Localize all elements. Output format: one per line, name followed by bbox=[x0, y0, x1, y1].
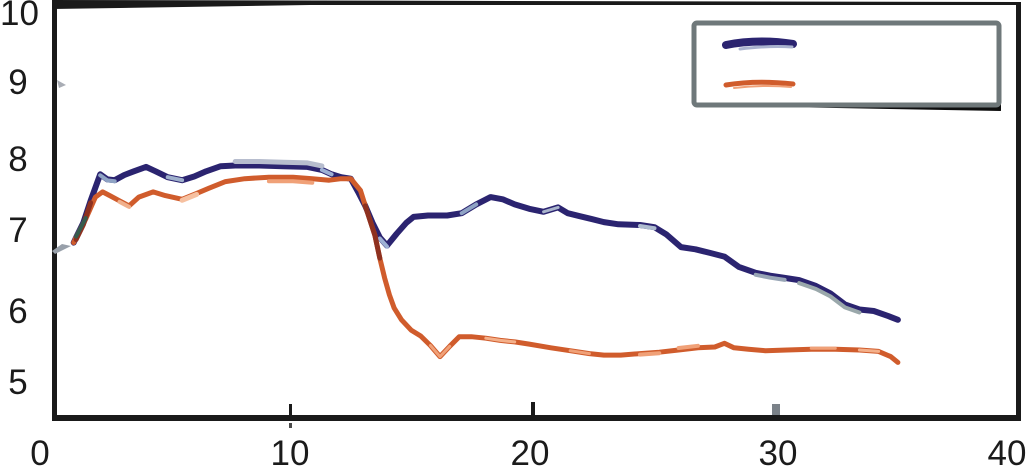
trace-highlight bbox=[857, 348, 881, 353]
axis-top-spine bbox=[52, 0, 1020, 9]
trace-highlight bbox=[568, 349, 591, 356]
trace-highlight bbox=[459, 202, 479, 216]
y-tick-label-8: 8 bbox=[8, 140, 28, 179]
trace-highlight bbox=[377, 236, 389, 249]
y-tick-label-6: 6 bbox=[8, 292, 28, 331]
series-line-orange bbox=[71, 174, 901, 365]
trace-highlight bbox=[266, 179, 315, 185]
legend-sample-navy-highlight bbox=[738, 44, 794, 51]
x-tick-label-40: 40 bbox=[987, 434, 1027, 469]
legend-sample-orange-highlight bbox=[733, 85, 792, 89]
trace-highlight bbox=[428, 344, 452, 359]
trace-highlight bbox=[484, 336, 517, 344]
legend-box bbox=[691, 20, 1002, 111]
trace-highlight bbox=[319, 167, 334, 177]
plot-frame bbox=[52, 0, 1021, 421]
axis-right-spine bbox=[1016, 2, 1021, 421]
x-tick-label-0: 0 bbox=[30, 434, 50, 469]
x-tick-10-dot bbox=[289, 423, 292, 428]
x-tick-20 bbox=[531, 402, 535, 415]
y-tick-label-10: 10 bbox=[0, 0, 39, 33]
legend-frame bbox=[691, 20, 1002, 108]
trace-highlight bbox=[753, 272, 787, 282]
y-tick-label-7: 7 bbox=[8, 211, 28, 250]
legend-sample-navy bbox=[722, 37, 797, 49]
trace-highlight bbox=[638, 351, 662, 357]
trace-highlight bbox=[179, 191, 200, 203]
scan-artifacts bbox=[52, 80, 71, 254]
trace-highlight bbox=[74, 216, 88, 239]
trace-highlight bbox=[165, 175, 185, 183]
axis-left-spine bbox=[52, 0, 57, 421]
trace-highlight bbox=[542, 205, 560, 214]
trace-highlight bbox=[98, 173, 117, 184]
x-tick-label-10: 10 bbox=[270, 434, 310, 469]
trace-highlight bbox=[676, 343, 700, 350]
x-tick-label-20: 20 bbox=[510, 434, 550, 469]
data-series bbox=[70, 159, 901, 365]
x-tick-10 bbox=[289, 404, 292, 415]
line-start-mark bbox=[52, 244, 71, 254]
series-line-navy bbox=[70, 162, 901, 323]
legend-sample-orange bbox=[723, 79, 796, 88]
trace-highlight bbox=[638, 224, 657, 231]
axis-bottom-spine bbox=[52, 415, 1021, 421]
trace-highlight bbox=[362, 203, 383, 261]
y-tick-label-5: 5 bbox=[8, 363, 28, 402]
x-tick-label-30: 30 bbox=[758, 434, 798, 469]
cursor-artifact bbox=[57, 80, 66, 88]
x-axis-ticks bbox=[289, 402, 780, 428]
y-tick-label-9: 9 bbox=[8, 63, 28, 102]
trace-highlight bbox=[797, 281, 862, 315]
trace-highlight bbox=[232, 159, 325, 169]
trace-highlight bbox=[117, 199, 132, 209]
x-tick-30 bbox=[772, 404, 780, 415]
